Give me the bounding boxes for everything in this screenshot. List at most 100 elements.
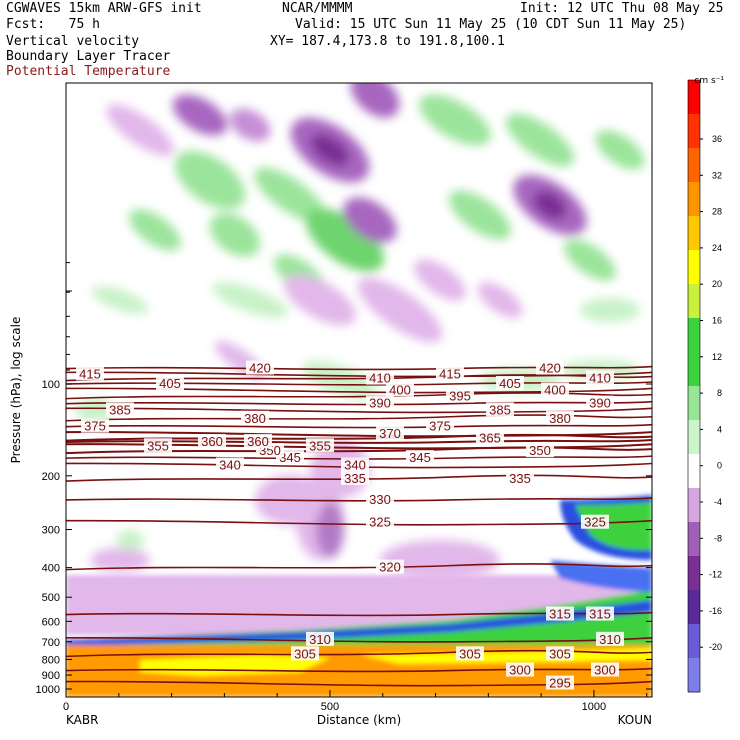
colorbar-label: 12 <box>712 352 722 362</box>
theta-label-bg <box>591 662 619 677</box>
theta-label-420: 420 <box>536 360 564 376</box>
theta-label-355: 355 <box>144 438 172 453</box>
velocity-cell <box>380 540 500 580</box>
y-tick-label: 300 <box>42 525 60 537</box>
theta-contour-360 <box>66 439 652 444</box>
velocity-cell <box>229 108 271 142</box>
colorbar-swatch <box>688 352 700 387</box>
theta-label-bg <box>546 606 574 621</box>
theta-label-text: 320 <box>379 560 401 575</box>
theta-label-text: 405 <box>159 376 181 391</box>
theta-label-315: 315 <box>546 606 574 622</box>
theta-label-bg <box>216 457 244 472</box>
theta-label-bg <box>596 631 624 646</box>
left-endpoint-label: KABR <box>66 713 98 727</box>
theta-label-text: 405 <box>499 376 521 391</box>
theta-label-400: 400 <box>541 382 569 397</box>
theta-label-405: 405 <box>156 376 184 391</box>
theta-label-text: 375 <box>84 419 106 434</box>
plot-frame <box>65 82 653 698</box>
theta-label-bg <box>406 450 434 465</box>
colorbar-label: 32 <box>712 170 722 180</box>
theta-label-bg <box>581 514 609 529</box>
theta-label-365: 365 <box>476 430 504 446</box>
theta-label-405: 405 <box>496 376 524 391</box>
valid-time: Valid: 15 UTC Sun 11 May 25 (10 CDT Sun … <box>295 17 687 32</box>
theta-label-305: 305 <box>291 646 319 661</box>
theta-label-bg <box>376 426 404 441</box>
theta-label-bg <box>496 376 524 390</box>
theta-label-360: 360 <box>244 434 272 449</box>
theta-label-bg <box>586 370 614 385</box>
theta-label-text: 300 <box>509 663 531 678</box>
y-tick-label: 700 <box>42 637 60 649</box>
y-tick-label: 900 <box>42 670 60 682</box>
colorbar-unit: cm s⁻¹ <box>694 76 724 86</box>
theta-label-340: 340 <box>216 457 244 472</box>
theta-label-410: 410 <box>586 370 614 386</box>
theta-contour-395 <box>66 392 652 400</box>
velocity-cell <box>477 282 523 318</box>
theta-contour-325 <box>66 519 652 526</box>
theta-label-bg <box>244 434 272 449</box>
velocity-cell <box>505 113 575 167</box>
theta-label-text: 380 <box>549 411 571 426</box>
velocity-cell <box>106 104 174 156</box>
theta-label-bg <box>246 360 274 375</box>
theta-label-335: 335 <box>341 471 369 486</box>
theta-label-310: 310 <box>306 631 334 647</box>
colorbar-label: 8 <box>717 388 722 398</box>
theta-label-bg <box>386 382 414 397</box>
colorbar-swatch <box>688 522 700 557</box>
velocity-cell <box>172 94 228 136</box>
colorbar-swatch <box>688 658 700 693</box>
theta-label-bg <box>426 418 454 433</box>
velocity-cell <box>90 548 150 572</box>
velocity-cell <box>580 298 640 322</box>
x-tick-label: 1000 <box>582 701 606 713</box>
theta-label-bg <box>546 646 574 661</box>
theta-contour-370 <box>66 431 652 438</box>
theta-label-360: 360 <box>198 434 226 449</box>
theta-label-325: 325 <box>581 514 609 530</box>
velocity-cell <box>343 197 397 243</box>
theta-contour-305 <box>66 649 652 658</box>
init-time: Init: 12 UTC Thu 08 May 25 <box>520 1 724 16</box>
theta-label-text: 355 <box>309 438 331 453</box>
velocity-cell <box>306 208 384 272</box>
theta-label-bg <box>366 370 394 385</box>
theta-label-370: 370 <box>376 426 404 441</box>
field-boundary-layer-tracer: Boundary Layer Tracer <box>6 49 171 64</box>
theta-label-text: 420 <box>539 361 561 376</box>
colorbar-swatch <box>688 488 700 523</box>
theta-label-text: 315 <box>589 607 611 622</box>
theta-label-415: 415 <box>76 366 104 381</box>
theta-label-340: 340 <box>341 457 369 472</box>
theta-label-385: 385 <box>106 402 134 417</box>
theta-contour-365 <box>66 433 652 442</box>
theta-label-text: 420 <box>249 361 271 376</box>
theta-label-bg <box>436 366 464 381</box>
theta-label-text: 310 <box>309 632 331 647</box>
y-tick-label: 100 <box>42 379 60 391</box>
velocity-cell <box>129 209 181 251</box>
theta-label-text: 345 <box>279 450 301 465</box>
theta-label-text: 375 <box>429 419 451 434</box>
theta-label-390: 390 <box>366 395 394 411</box>
colorbar-label: 24 <box>712 243 722 253</box>
y-tick-label: 200 <box>42 471 60 483</box>
theta-label-bg <box>456 646 484 661</box>
colorbar: 36 32 28 24 20 16 12 8 4 0 -4 -8 -12 -16 -20 <box>687 79 722 693</box>
theta-contour-320 <box>66 563 652 571</box>
colorbar-swatch <box>688 318 700 353</box>
theta-label-bg <box>506 471 534 486</box>
theta-contour-295 <box>66 680 652 687</box>
model-title: CGWAVES 15km ARW-GFS init <box>6 1 202 16</box>
theta-label-305: 305 <box>456 646 484 661</box>
theta-label-text: 360 <box>247 434 269 449</box>
theta-contour-375 <box>66 423 652 429</box>
theta-label-bg <box>446 388 474 403</box>
theta-label-bg <box>586 606 614 621</box>
